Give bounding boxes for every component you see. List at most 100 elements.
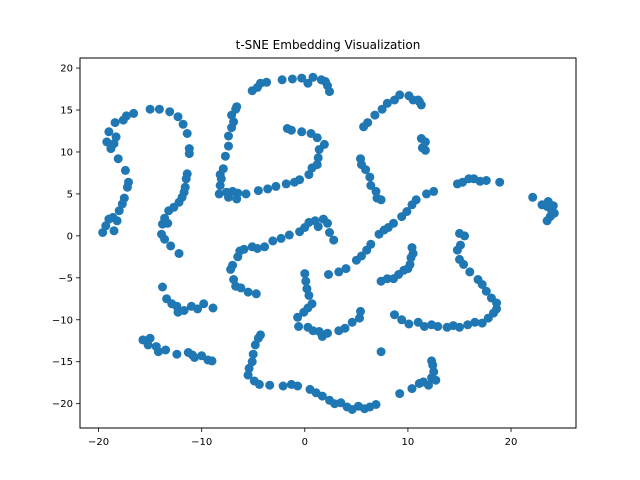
data-point <box>433 322 443 331</box>
data-point <box>477 318 487 328</box>
data-point <box>356 306 365 316</box>
data-point <box>481 176 491 185</box>
data-point <box>361 165 371 175</box>
y-tick-label: 5 <box>67 189 73 200</box>
data-point <box>181 174 191 184</box>
data-point <box>317 391 327 401</box>
data-point <box>120 165 130 175</box>
data-point <box>297 73 307 83</box>
data-point <box>323 218 332 228</box>
points-layer <box>98 72 559 414</box>
data-point <box>431 375 441 385</box>
data-point <box>395 389 405 399</box>
data-point <box>98 228 108 237</box>
data-point <box>549 208 559 218</box>
data-point <box>357 251 366 261</box>
y-tick-label: 20 <box>60 64 73 75</box>
data-point <box>370 110 380 120</box>
data-point <box>243 370 253 380</box>
data-point <box>193 304 203 314</box>
data-point <box>413 95 423 105</box>
data-point <box>304 290 314 300</box>
data-point <box>277 75 287 85</box>
data-point <box>402 207 412 216</box>
data-point <box>334 267 344 277</box>
data-point <box>163 218 173 228</box>
data-point <box>295 175 305 185</box>
data-point <box>109 226 119 236</box>
data-point <box>528 192 538 202</box>
data-point <box>473 275 483 284</box>
data-point <box>268 236 278 246</box>
data-point <box>239 244 249 254</box>
data-point <box>395 90 405 100</box>
data-point <box>173 307 183 317</box>
data-point <box>407 243 417 253</box>
data-point <box>256 330 265 340</box>
data-point <box>104 127 114 137</box>
data-point <box>160 234 170 244</box>
data-point <box>405 259 415 269</box>
data-point <box>199 299 209 309</box>
data-point <box>110 118 120 128</box>
data-point <box>129 108 139 118</box>
data-point <box>220 151 230 161</box>
data-point <box>543 197 553 206</box>
data-point <box>470 317 480 327</box>
data-point <box>262 77 272 87</box>
data-point <box>119 193 129 203</box>
data-point <box>319 139 329 149</box>
data-point <box>190 353 199 362</box>
data-point <box>161 345 171 355</box>
data-point <box>495 177 505 187</box>
data-point <box>224 131 233 141</box>
data-point <box>207 356 217 366</box>
data-point <box>376 195 386 205</box>
data-point <box>143 340 153 350</box>
chart-title: t-SNE Embedding Visualization <box>236 38 421 52</box>
data-point <box>121 111 131 121</box>
data-point <box>390 310 399 320</box>
data-point <box>287 74 297 84</box>
data-point <box>247 357 257 367</box>
data-point <box>463 320 473 330</box>
data-point <box>481 286 491 296</box>
data-point <box>455 228 464 238</box>
data-point <box>323 328 332 338</box>
data-point <box>427 356 437 366</box>
data-point <box>365 172 375 182</box>
data-point <box>241 189 251 199</box>
data-point <box>376 347 386 357</box>
data-point <box>366 181 376 190</box>
y-tick-label: −20 <box>52 399 73 410</box>
data-point <box>465 267 475 277</box>
data-point <box>324 270 333 279</box>
x-tick-label: −10 <box>191 437 212 448</box>
data-point <box>224 141 233 151</box>
data-point <box>371 400 381 409</box>
data-point <box>243 287 253 297</box>
data-point <box>111 132 121 142</box>
data-point <box>389 218 398 228</box>
data-point <box>153 347 163 357</box>
data-point <box>308 72 318 82</box>
data-point <box>281 179 291 189</box>
data-point <box>429 367 439 377</box>
data-point <box>248 349 258 359</box>
data-point <box>166 241 176 251</box>
data-point <box>284 230 294 240</box>
data-point <box>424 380 433 390</box>
data-point <box>293 312 303 322</box>
data-point <box>404 319 414 329</box>
data-point <box>429 186 439 196</box>
data-point <box>114 206 124 216</box>
data-point <box>154 104 164 114</box>
data-point <box>340 323 350 333</box>
data-point <box>278 381 288 391</box>
y-tick-label: 15 <box>60 106 73 117</box>
data-point <box>182 129 192 138</box>
data-point <box>303 78 313 88</box>
data-point <box>341 264 351 274</box>
data-point <box>165 107 175 117</box>
data-point <box>329 235 339 245</box>
